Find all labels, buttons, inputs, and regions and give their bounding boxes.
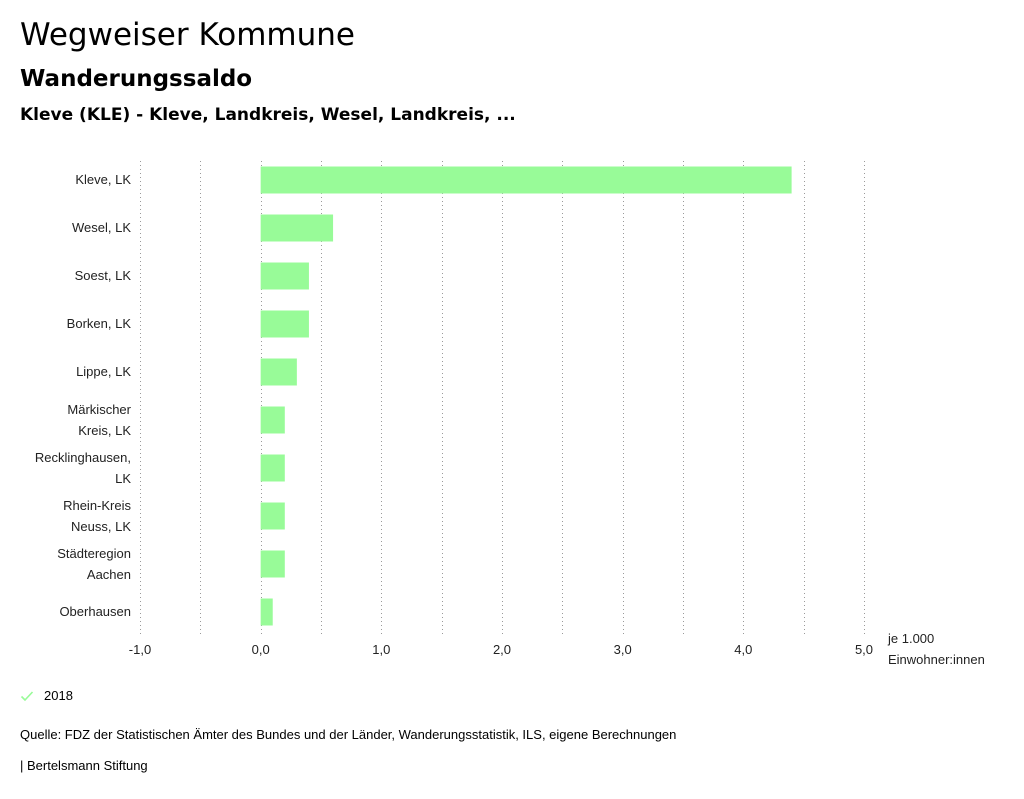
- category-label: Kleve, LK: [75, 172, 131, 187]
- legend-label-2018: 2018: [44, 688, 73, 703]
- bar[interactable]: [260, 310, 309, 338]
- bar[interactable]: [260, 166, 792, 194]
- x-tick-label: 1,0: [372, 642, 390, 657]
- category-label: Oberhausen: [59, 604, 131, 619]
- x-tick-label: 3,0: [614, 642, 632, 657]
- bars: [260, 166, 792, 626]
- bar-chart: Kleve, LK Wesel, LK Soest, LK Borken, LK Lip…: [35, 161, 985, 667]
- grid-lines: [140, 161, 865, 636]
- x-tick-labels: -1,0 0,0 1,0 2,0 3,0 4,0 5,0: [129, 642, 873, 657]
- x-tick-label: 2,0: [493, 642, 511, 657]
- category-label: Soest, LK: [75, 268, 132, 283]
- bar[interactable]: [260, 598, 273, 626]
- check-icon: [20, 690, 34, 701]
- x-axis-label: je 1.000 Einwohner:innen: [887, 631, 985, 667]
- region-label: Kleve (KLE) - Kleve, Landkreis, Wesel, L…: [20, 105, 516, 125]
- category-label: Märkischer Kreis, LK: [67, 402, 131, 438]
- category-label: Recklinghausen, LK: [35, 450, 131, 486]
- category-label: Borken, LK: [67, 316, 132, 331]
- category-label: Wesel, LK: [72, 220, 131, 235]
- category-label: Rhein-Kreis Neuss, LK: [63, 498, 131, 534]
- bar[interactable]: [260, 358, 297, 386]
- x-tick-label: 0,0: [252, 642, 270, 657]
- bar[interactable]: [260, 454, 285, 482]
- bar[interactable]: [260, 550, 285, 578]
- bar[interactable]: [260, 214, 334, 242]
- x-tick-label: 4,0: [734, 642, 752, 657]
- x-tick-label: -1,0: [129, 642, 151, 657]
- category-labels: Kleve, LK Wesel, LK Soest, LK Borken, LK Lip…: [35, 172, 132, 619]
- footer-credit: | Bertelsmann Stiftung: [20, 758, 148, 773]
- page-title: Wegweiser Kommune: [20, 17, 355, 53]
- chart-subtitle: Wanderungssaldo: [20, 66, 253, 92]
- bar[interactable]: [260, 502, 285, 530]
- category-label: Städteregion Aachen: [57, 546, 131, 582]
- source-note: Quelle: FDZ der Statistischen Ämter des …: [20, 727, 677, 742]
- bar[interactable]: [260, 262, 309, 290]
- legend[interactable]: 2018: [20, 688, 73, 703]
- bar[interactable]: [260, 406, 285, 434]
- x-axis-unit-label: je 1.000 Einwohner:innen: [887, 631, 985, 667]
- category-label: Lippe, LK: [76, 364, 131, 379]
- x-tick-label: 5,0: [855, 642, 873, 657]
